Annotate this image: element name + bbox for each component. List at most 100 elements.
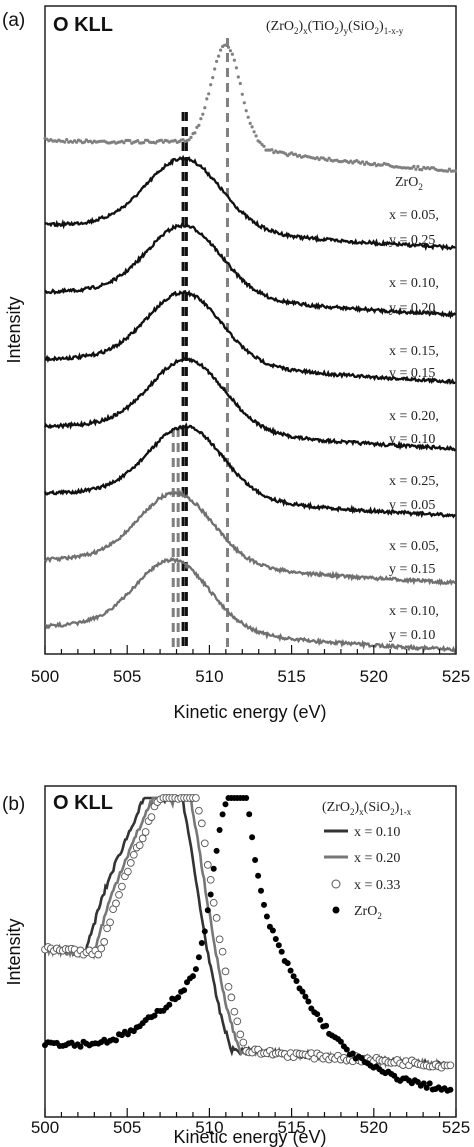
panel-a-title: O KLL — [53, 14, 113, 36]
data-point — [219, 48, 223, 52]
data-point — [192, 966, 199, 973]
data-point — [224, 982, 233, 991]
data-point — [349, 1050, 356, 1057]
data-point — [248, 121, 252, 125]
data-point — [252, 130, 256, 134]
series-line-4 — [43, 356, 457, 452]
series-points-b-3 — [42, 795, 454, 1094]
data-point — [217, 54, 221, 58]
legend-label-x033: x = 0.33 — [354, 878, 400, 893]
data-point — [201, 112, 205, 116]
data-point — [262, 144, 266, 148]
data-point — [269, 927, 276, 934]
data-point — [254, 134, 258, 138]
data-point — [246, 811, 253, 818]
x-tick-label: 500 — [31, 667, 59, 686]
series-label-zro2: ZrO2 — [395, 175, 423, 192]
panel-b: (b) O KLL (ZrO2)x(SiO2)1-x x = 0.10 x = … — [2, 785, 470, 1147]
data-point — [361, 160, 365, 164]
data-point — [317, 1016, 324, 1023]
series-label-x015-y015-line2: y = 0.15 — [389, 366, 435, 381]
data-point — [213, 847, 220, 854]
series-label-x005-y015-line1: x = 0.05, — [389, 539, 439, 554]
data-point — [189, 135, 193, 139]
data-point — [284, 960, 291, 967]
data-point — [82, 140, 87, 144]
data-point — [197, 123, 201, 127]
data-point — [209, 898, 218, 907]
data-point — [337, 1038, 344, 1045]
data-point — [226, 45, 231, 49]
data-point — [65, 138, 69, 142]
data-point — [414, 167, 418, 171]
data-point — [244, 109, 248, 113]
legend-swatch-x033 — [331, 879, 341, 889]
data-point — [147, 813, 156, 821]
data-point — [195, 125, 199, 129]
data-point — [372, 161, 377, 165]
data-point — [213, 67, 217, 71]
panel-b-formula: (ZrO2)x(SiO2)1-x — [322, 800, 412, 817]
data-point — [420, 168, 424, 172]
data-point — [255, 872, 262, 879]
data-point — [250, 125, 254, 129]
data-point — [314, 1011, 321, 1018]
data-point — [270, 148, 274, 152]
x-tick-label: 520 — [360, 1118, 388, 1137]
x-tick-label: 500 — [31, 1118, 59, 1137]
panel-a-label: (a) — [2, 10, 25, 31]
data-point — [238, 81, 242, 86]
data-point — [201, 928, 208, 935]
panel-a-y-axis-label: Intensity — [4, 296, 24, 363]
data-point — [263, 913, 270, 920]
data-point — [195, 954, 202, 961]
data-point — [327, 156, 331, 160]
data-point — [106, 918, 114, 927]
series-line-7 — [44, 556, 457, 654]
panel-b-title: O KLL — [53, 792, 113, 814]
panel-a-plot-frame — [44, 5, 457, 655]
data-point — [75, 140, 79, 144]
series-label-x015-y015-line1: x = 0.15, — [389, 344, 439, 359]
data-point — [242, 101, 246, 105]
data-point — [195, 806, 203, 815]
panel-a: (a) O KLL (ZrO2)x(TiO2)y(SiO2)1-x-y ZrO2… — [2, 5, 470, 722]
data-point — [227, 993, 236, 1002]
data-point — [151, 1012, 158, 1019]
data-point — [234, 66, 238, 70]
panel-b-x-axis-label: Kinetic energy (eV) — [173, 1127, 326, 1147]
panel-b-series — [41, 794, 455, 1094]
data-point — [175, 994, 182, 1001]
data-point — [197, 819, 206, 828]
data-point — [181, 987, 188, 994]
data-point — [166, 1001, 173, 1008]
data-point — [343, 1046, 350, 1053]
x-tick-label: 505 — [113, 1118, 141, 1137]
data-point — [112, 899, 120, 908]
data-point — [118, 882, 126, 891]
x-tick-label: 525 — [442, 667, 470, 686]
data-point — [249, 834, 256, 841]
data-point — [224, 43, 229, 47]
x-tick-label: 525 — [442, 1118, 470, 1137]
legend-swatch-zro2 — [332, 906, 340, 914]
data-point — [258, 887, 264, 894]
data-point — [261, 901, 267, 908]
x-tick-label: 505 — [113, 667, 141, 686]
data-point — [115, 890, 123, 899]
data-point — [293, 978, 300, 984]
x-tick-label: 510 — [195, 1118, 223, 1137]
panel-a-series — [43, 43, 457, 654]
data-point — [236, 75, 240, 79]
series-line-2 — [44, 222, 457, 320]
panel-a-x-ticks: 500 505 510 515 520 525 — [31, 645, 470, 686]
panel-b-label: (b) — [2, 794, 25, 815]
data-point — [233, 1017, 242, 1026]
series-label-x005-y015-line2: y = 0.15 — [389, 562, 435, 577]
data-point — [446, 1061, 455, 1070]
data-point — [323, 1022, 330, 1029]
series-label-x005-y025-line2: y = 0.25 — [389, 233, 435, 248]
series-line-6 — [44, 489, 457, 587]
data-point — [77, 1043, 84, 1050]
series-label-x025-y005-line2: y = 0.05 — [389, 498, 435, 513]
